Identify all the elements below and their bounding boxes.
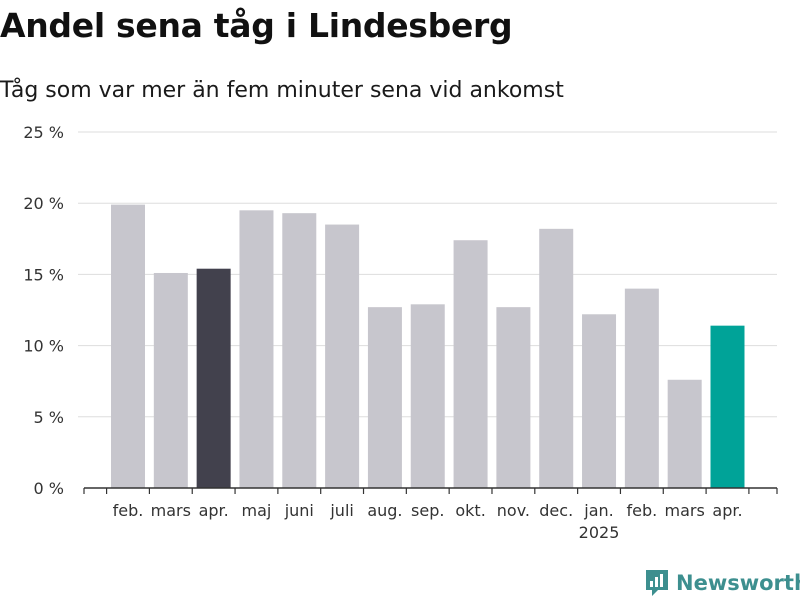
bar [410,304,445,488]
bar [496,307,531,488]
bar [624,288,659,488]
y-tick-label: 25 % [23,123,64,142]
bar [453,240,488,488]
x-tick-label: nov. [497,501,530,520]
y-tick-label: 5 % [34,408,64,427]
x-tick-label: feb. [626,501,657,520]
x-tick-label: okt. [455,501,485,520]
bar [282,213,317,488]
brand-name: Newsworthy [676,571,800,595]
bar [667,379,702,488]
bar-chart: 0 %5 %10 %15 %20 %25 % feb. mars apr. maj ju… [23,123,778,542]
bar [710,325,745,488]
x-year-label: 2025 [579,523,620,542]
x-tick-label: mars [151,501,191,520]
x-tick-label: feb. [113,501,144,520]
brand-logo: Newsworthy [644,568,800,598]
x-tick-label: juli [329,501,353,520]
x-tick-label: apr. [712,501,742,520]
x-tick-label: juni [284,501,314,520]
y-tick-label: 10 % [23,337,64,356]
x-tick-label: jan. [583,501,613,520]
bar [367,307,402,488]
bar [539,228,574,488]
bar [582,314,617,488]
bar [239,210,274,488]
bar [196,268,231,488]
x-axis-ticks: feb. mars apr. maj juni juli aug. sep. okt. nov. d… [83,488,778,542]
chart-title: Andel sena tåg i Lindesberg [0,6,513,45]
bar [111,204,145,488]
x-tick-label: maj [242,501,272,520]
bar [325,224,360,488]
x-tick-label: apr. [199,501,229,520]
y-tick-label: 0 % [34,479,64,498]
x-tick-label: dec. [539,501,573,520]
x-tick-label: aug. [367,501,402,520]
y-axis-ticks: 0 % 5 % 10 % 15 % 20 % 25 % [23,123,64,498]
bar [153,272,188,488]
bars [111,204,745,488]
x-tick-label: sep. [411,501,444,520]
chart-subtitle: Tåg som var mer än fem minuter sena vid … [0,78,564,103]
y-tick-label: 20 % [23,194,64,213]
newsworthy-logo-icon [646,570,668,596]
x-tick-label: mars [665,501,705,520]
y-tick-label: 15 % [23,265,64,284]
